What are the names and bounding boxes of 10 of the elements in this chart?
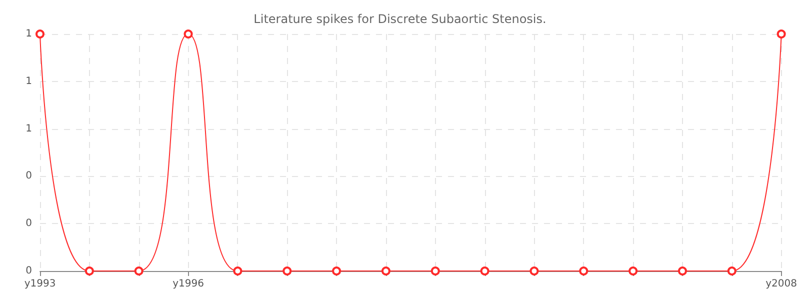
y-tick-label: 0 — [26, 170, 32, 182]
x-tick-label: y1996 — [172, 278, 204, 290]
y-tick-label: 0 — [26, 266, 32, 276]
chart-title: Literature spikes for Discrete Subaortic Stenosis. — [254, 12, 546, 26]
y-tick-label: 0 — [26, 218, 32, 230]
y-tick-label: 1 — [26, 76, 32, 87]
x-tick-label: y1993 — [24, 278, 56, 290]
x-tick-label: y2008 — [766, 278, 798, 290]
y-tick-label: 1 — [26, 123, 32, 134]
y-tick-label: 1 — [26, 28, 32, 40]
